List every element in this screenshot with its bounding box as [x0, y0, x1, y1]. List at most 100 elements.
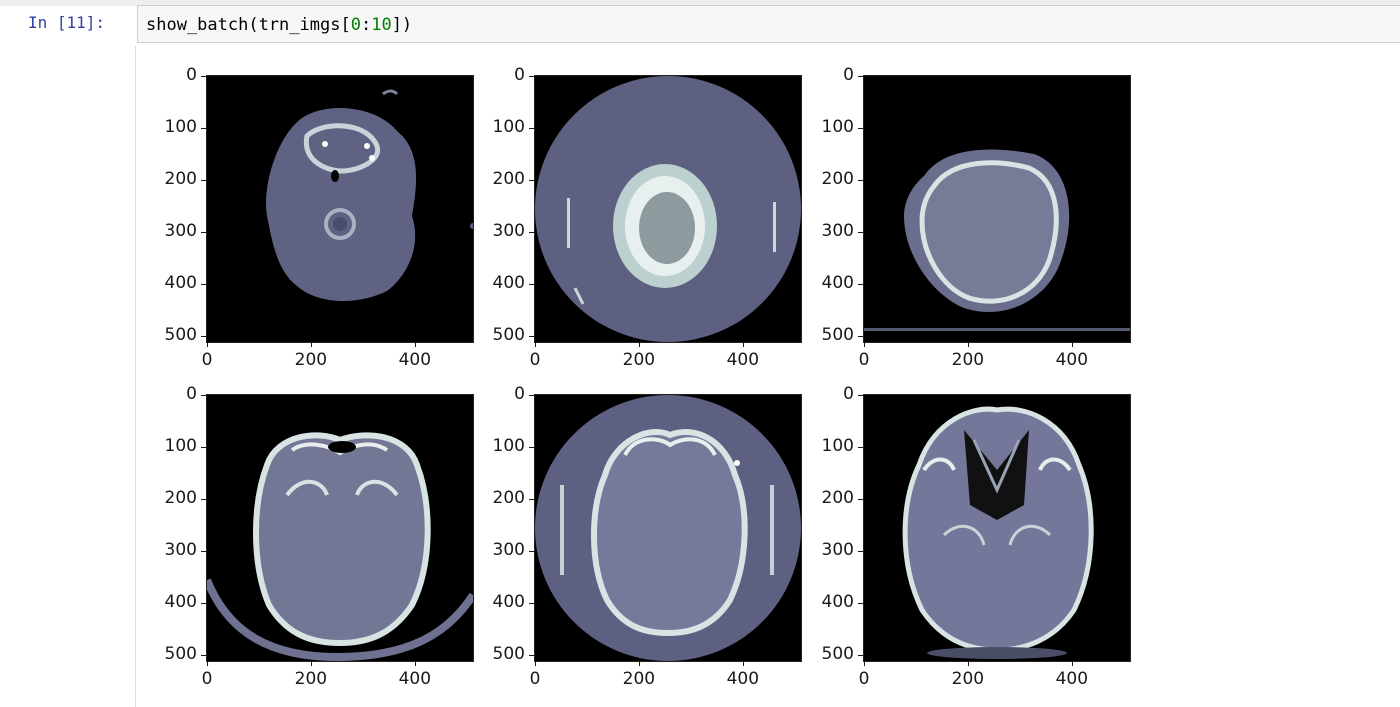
y-tick-label: 100 — [492, 116, 525, 137]
y-tick-mark — [529, 602, 534, 604]
y-tick-label: 300 — [821, 539, 854, 560]
y-tick-label: 200 — [164, 487, 197, 508]
y-tick-label: 100 — [164, 116, 197, 137]
x-tick-label: 0 — [201, 669, 213, 689]
y-tick-mark — [201, 550, 206, 552]
y-tick-label: 500 — [821, 324, 854, 345]
y-tick-label: 0 — [186, 384, 197, 404]
y-tick-mark — [529, 550, 534, 552]
y-tick-label: 400 — [821, 591, 854, 612]
y-tick-label: 500 — [492, 643, 525, 664]
y-tick-label: 300 — [164, 539, 197, 560]
y-tick-label: 100 — [492, 435, 525, 456]
x-tick-label: 200 — [294, 669, 328, 689]
code-suffix: ]) — [391, 15, 413, 35]
x-tick-label: 200 — [294, 350, 328, 370]
y-tick-mark — [529, 179, 534, 181]
y-tick-mark — [858, 654, 863, 656]
y-tick-mark — [201, 395, 206, 396]
y-tick-mark — [529, 498, 534, 500]
y-tick-mark — [529, 335, 534, 337]
y-tick-label: 300 — [821, 220, 854, 241]
top-strip — [0, 0, 1400, 6]
y-tick-label: 200 — [492, 168, 525, 189]
y-tick-label: 300 — [492, 539, 525, 560]
ct-scan-image — [207, 76, 473, 342]
y-tick-mark — [529, 446, 534, 448]
x-tick-mark — [310, 661, 312, 666]
axes-frame — [206, 394, 474, 662]
input-prompt: In [11]: — [28, 13, 106, 32]
x-tick-label: 400 — [1055, 350, 1089, 370]
ct-slice-5 — [535, 395, 801, 661]
y-tick-mark — [529, 283, 534, 285]
y-tick-mark — [858, 335, 863, 337]
y-tick-label: 100 — [821, 116, 854, 137]
y-tick-label: 0 — [514, 65, 525, 85]
x-tick-label: 0 — [201, 350, 213, 370]
y-tick-mark — [858, 446, 863, 448]
x-tick-label: 400 — [398, 669, 432, 689]
y-tick-mark — [529, 127, 534, 129]
y-tick-mark — [201, 231, 206, 233]
y-tick-label: 0 — [186, 65, 197, 85]
ct-scan-image — [864, 76, 1130, 342]
y-tick-mark — [201, 602, 206, 604]
y-tick-mark — [529, 395, 534, 396]
x-tick-label: 200 — [622, 350, 656, 370]
y-tick-mark — [858, 602, 863, 604]
y-tick-mark — [201, 127, 206, 129]
x-tick-label: 400 — [726, 669, 760, 689]
y-tick-label: 200 — [821, 168, 854, 189]
code-cell-input[interactable]: show_batch(trn_imgs[0:10]) — [137, 5, 1400, 43]
x-tick-mark — [535, 342, 536, 347]
y-tick-mark — [858, 498, 863, 500]
y-tick-label: 400 — [164, 591, 197, 612]
x-tick-mark — [414, 661, 416, 666]
y-tick-mark — [529, 76, 534, 77]
y-tick-label: 500 — [492, 324, 525, 345]
x-tick-mark — [207, 661, 208, 666]
y-tick-label: 300 — [492, 220, 525, 241]
x-tick-label: 0 — [858, 350, 870, 370]
y-tick-label: 200 — [821, 487, 854, 508]
x-tick-mark — [207, 342, 208, 347]
axes-frame — [863, 394, 1131, 662]
ct-slice-2 — [535, 76, 801, 342]
y-tick-mark — [858, 283, 863, 285]
x-tick-mark — [310, 342, 312, 347]
ct-slice-3 — [864, 76, 1130, 342]
y-tick-label: 200 — [492, 487, 525, 508]
x-tick-label: 400 — [726, 350, 760, 370]
x-tick-mark — [1071, 661, 1073, 666]
y-tick-mark — [858, 76, 863, 77]
y-tick-mark — [201, 76, 206, 77]
axes-frame — [534, 394, 802, 662]
y-tick-mark — [201, 179, 206, 181]
ct-scan-image — [864, 395, 1130, 661]
y-tick-label: 400 — [821, 272, 854, 293]
y-tick-label: 500 — [164, 643, 197, 664]
code-text[interactable]: show_batch(trn_imgs[0:10]) — [146, 15, 412, 35]
x-tick-label: 0 — [529, 669, 541, 689]
y-tick-label: 100 — [164, 435, 197, 456]
x-tick-mark — [414, 342, 416, 347]
x-tick-label: 200 — [622, 669, 656, 689]
y-tick-label: 500 — [164, 324, 197, 345]
y-tick-label: 0 — [843, 384, 854, 404]
y-tick-mark — [201, 335, 206, 337]
axes-frame — [534, 75, 802, 343]
y-tick-mark — [201, 446, 206, 448]
y-tick-mark — [858, 127, 863, 129]
y-tick-label: 200 — [164, 168, 197, 189]
y-tick-label: 500 — [821, 643, 854, 664]
output-divider — [135, 46, 136, 707]
output-prompt-area — [0, 46, 135, 707]
x-tick-mark — [1071, 342, 1073, 347]
code-prefix: show_batch(trn_imgs[ — [146, 15, 351, 35]
ct-slice-6 — [864, 395, 1130, 661]
y-tick-label: 400 — [492, 591, 525, 612]
x-tick-mark — [864, 342, 865, 347]
ct-slice-1 — [207, 76, 473, 342]
x-tick-mark — [742, 661, 744, 666]
